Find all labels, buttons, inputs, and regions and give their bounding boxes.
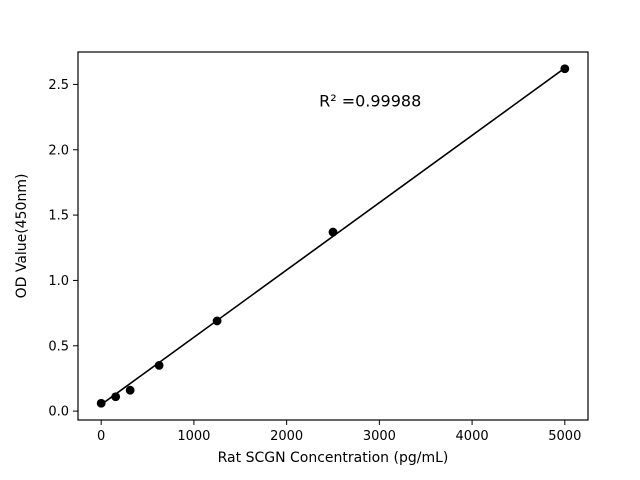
x-tick-label: 3000 (363, 429, 396, 444)
data-point (154, 360, 164, 370)
x-axis-label: Rat SCGN Concentration (pg/mL) (218, 450, 449, 466)
y-tick-label: 0.5 (48, 339, 69, 354)
axis-ticks: 0 1000 2000 3000 4000 5000 0.0 0.5 1.0 1.5 2.0 2.5 (48, 78, 581, 444)
axes-frame (77, 51, 589, 421)
y-tick-label: 2.5 (48, 78, 69, 93)
data-series (96, 64, 570, 408)
y-tick-label: 0.0 (48, 405, 69, 420)
y-tick-label: 2.0 (48, 143, 69, 158)
data-point (212, 316, 222, 326)
x-tick-label: 1000 (177, 429, 210, 444)
data-point (96, 398, 106, 408)
y-tick-label: 1.0 (48, 274, 69, 289)
data-point (328, 227, 338, 237)
x-tick-label: 4000 (456, 429, 489, 444)
data-point (125, 385, 135, 395)
x-tick-label: 2000 (270, 429, 303, 444)
x-tick-label: 0 (97, 429, 105, 444)
y-axis-label: OD Value(450nm) (14, 174, 30, 299)
x-tick-label: 5000 (548, 429, 581, 444)
data-point (111, 392, 121, 402)
y-tick-label: 1.5 (48, 209, 69, 224)
r-squared-annotation: R² =0.99988 (319, 92, 421, 111)
data-point (560, 64, 570, 74)
